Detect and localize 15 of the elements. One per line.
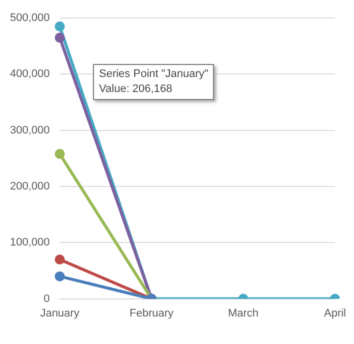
point <box>54 32 65 43</box>
x-tick-label: January <box>40 307 80 320</box>
y-tick-label: 0 <box>44 292 50 305</box>
y-tick-label: 500,000 <box>10 12 50 24</box>
point <box>54 148 65 159</box>
x-tick-label: April <box>324 307 346 320</box>
y-tick-label: 300,000 <box>10 124 50 136</box>
annotation: Series Point "January" <box>99 67 208 82</box>
annotation: Value: 206,168 <box>99 82 174 97</box>
y-tick-label: 100,000 <box>10 236 50 249</box>
y-tick-label: 200,000 <box>10 180 50 193</box>
x-tick-label: March <box>228 307 259 320</box>
y-tick-label: 400,000 <box>10 68 50 80</box>
point <box>54 21 65 32</box>
x-tick-label: February <box>129 307 174 320</box>
